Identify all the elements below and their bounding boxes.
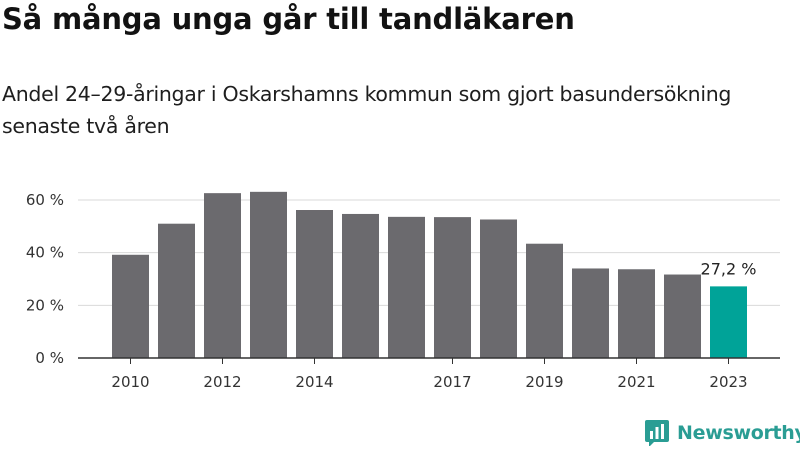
y-tick-label: 60 % [26,191,64,209]
brand-name: Newsworthy [677,422,800,444]
chart-subtitle: Andel 24–29-åringar i Oskarshamns kommun… [2,82,732,138]
bars [112,191,747,358]
bar [204,193,241,358]
bar [342,213,379,358]
y-tick-label: 40 % [26,244,64,262]
bar [112,254,149,358]
bar [388,216,425,358]
bar [158,223,195,358]
y-tick-label: 0 % [35,349,64,367]
bar [480,219,517,358]
bar [250,191,287,358]
axes: 0 % 20 % 40 % 60 % 2010 2012 2014 2017 2019 2021 2… [26,191,780,391]
bar-chart: 0 % 20 % 40 % 60 % 2010 2012 2014 2017 2019 2021 2… [26,191,780,391]
data-label: 27,2 % [701,259,757,278]
x-tick-label: 2014 [295,373,333,391]
x-tick-label: 2012 [203,373,241,391]
bar [296,210,333,358]
x-tick-label: 2017 [433,373,471,391]
x-tick-label: 2010 [111,373,149,391]
chart-title: Så många unga går till tandläkaren [2,2,575,36]
x-tick-label: 2021 [617,373,655,391]
x-tick-label: 2023 [709,373,747,391]
bar [710,286,747,358]
bar [526,243,563,358]
bar [664,274,701,358]
bar [434,217,471,358]
bar [618,269,655,358]
x-tick-label: 2019 [525,373,563,391]
newsworthy-logo: Newsworthy [645,420,800,446]
newsworthy-chart-logo-icon [645,420,669,446]
y-tick-label: 20 % [26,296,64,314]
bar [572,268,609,358]
